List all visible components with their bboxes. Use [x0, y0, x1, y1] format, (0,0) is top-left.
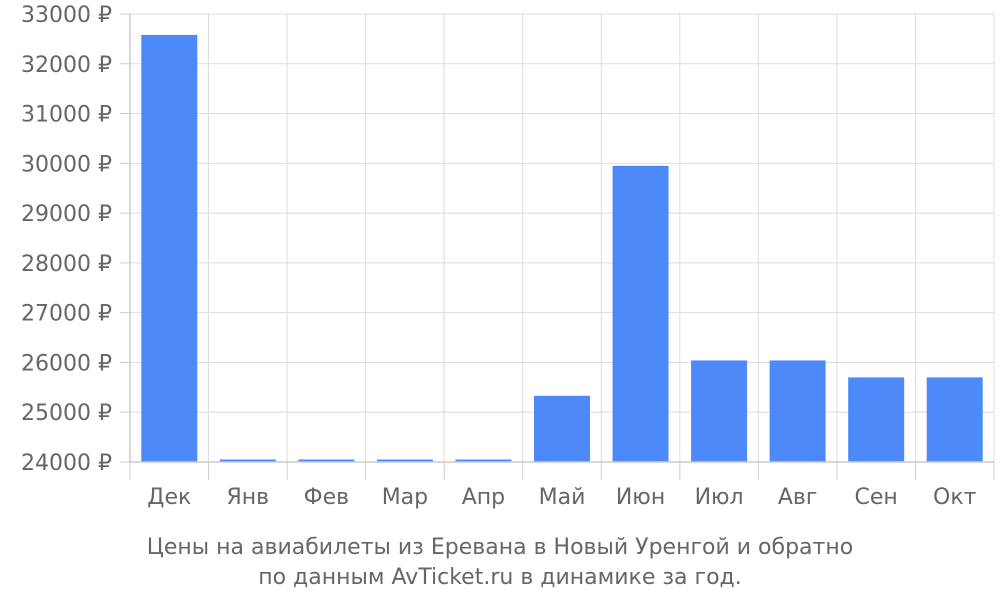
- x-tick-label: Окт: [933, 485, 977, 510]
- bar: [219, 459, 276, 462]
- x-tick-label: Сен: [855, 485, 898, 510]
- bar: [848, 377, 905, 462]
- y-tick-label: 31000 ₽: [21, 103, 112, 128]
- x-tick-label: Июн: [616, 485, 665, 510]
- bar: [376, 459, 433, 462]
- x-tick-label: Май: [539, 485, 586, 510]
- y-tick-label: 27000 ₽: [21, 302, 112, 327]
- caption-line-1: Цены на авиабилеты из Еревана в Новый Ур…: [146, 535, 854, 560]
- y-tick-label: 33000 ₽: [21, 3, 112, 28]
- x-tick-label: Фев: [304, 485, 349, 510]
- x-tick-label: Авг: [778, 485, 818, 510]
- y-tick-label: 24000 ₽: [21, 451, 112, 476]
- bar: [612, 165, 669, 463]
- bar: [769, 360, 826, 462]
- bar: [455, 459, 512, 462]
- grid-lines: [130, 13, 995, 463]
- tick-labels: 24000 ₽ 25000 ₽ 26000 ₽ 27000 ₽ 28000 ₽ 29000…: [21, 3, 977, 510]
- y-tick-label: 28000 ₽: [21, 252, 112, 277]
- bar: [141, 34, 198, 462]
- x-tick-label: Июл: [695, 485, 744, 510]
- axes: [120, 13, 995, 480]
- x-tick-label: Мар: [382, 485, 428, 510]
- bar: [298, 459, 355, 462]
- bar: [534, 395, 590, 462]
- x-tick-label: Апр: [462, 485, 505, 510]
- y-tick-label: 26000 ₽: [21, 351, 112, 376]
- bar: [691, 360, 748, 462]
- bars: [141, 34, 983, 463]
- y-tick-label: 30000 ₽: [21, 152, 112, 177]
- bar: [926, 377, 983, 462]
- price-bar-chart: 24000 ₽ 25000 ₽ 26000 ₽ 27000 ₽ 28000 ₽ 29000…: [21, 3, 995, 510]
- y-tick-label: 25000 ₽: [21, 401, 112, 426]
- x-tick-label: Дек: [147, 485, 191, 510]
- y-tick-label: 32000 ₽: [21, 53, 112, 78]
- x-tick-label: Янв: [226, 485, 269, 510]
- caption-line-2: по данным AvTicket.ru в динамике за год.: [258, 565, 742, 590]
- y-tick-label: 29000 ₽: [21, 202, 112, 227]
- chart-caption: Цены на авиабилеты из Еревана в Новый Ур…: [0, 533, 1000, 593]
